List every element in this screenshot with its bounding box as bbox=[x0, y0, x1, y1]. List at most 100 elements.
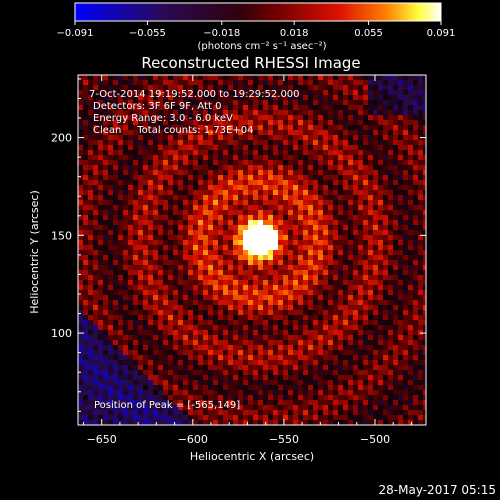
heatmap-cell bbox=[123, 150, 128, 155]
heatmap-cell bbox=[388, 255, 393, 260]
heatmap-cell bbox=[193, 75, 198, 80]
heatmap-cell bbox=[108, 135, 113, 140]
heatmap-cell bbox=[308, 130, 313, 135]
heatmap-cell bbox=[288, 400, 293, 405]
heatmap-cell bbox=[383, 170, 388, 175]
heatmap-cell bbox=[113, 405, 118, 410]
heatmap-cell bbox=[373, 180, 378, 185]
heatmap-cell bbox=[278, 395, 283, 400]
heatmap-cell bbox=[233, 340, 238, 345]
heatmap-cell bbox=[418, 335, 423, 340]
heatmap-cell bbox=[343, 90, 348, 95]
heatmap-cell bbox=[193, 335, 198, 340]
heatmap-cell bbox=[133, 335, 138, 340]
heatmap-cell bbox=[128, 145, 133, 150]
heatmap-cell bbox=[313, 155, 318, 160]
heatmap-cell bbox=[388, 230, 393, 235]
heatmap-cell bbox=[338, 375, 343, 380]
heatmap-cell bbox=[343, 200, 348, 205]
heatmap-cell bbox=[298, 90, 303, 95]
heatmap-cell bbox=[338, 310, 343, 315]
heatmap-cell bbox=[103, 240, 108, 245]
heatmap-cell bbox=[403, 295, 408, 300]
heatmap-cell bbox=[78, 150, 83, 155]
heatmap-cell bbox=[113, 410, 118, 415]
heatmap-cell bbox=[223, 170, 228, 175]
heatmap-cell bbox=[358, 360, 363, 365]
heatmap-cell bbox=[403, 410, 408, 415]
heatmap-cell bbox=[183, 90, 188, 95]
heatmap-cell bbox=[228, 140, 233, 145]
heatmap-cell bbox=[243, 195, 248, 200]
heatmap-cell bbox=[133, 160, 138, 165]
heatmap-cell bbox=[118, 350, 123, 355]
heatmap-cell bbox=[333, 180, 338, 185]
heatmap-cell bbox=[183, 340, 188, 345]
heatmap-cell bbox=[178, 385, 183, 390]
heatmap-cell bbox=[168, 240, 173, 245]
heatmap-cell bbox=[343, 400, 348, 405]
heatmap-cell bbox=[313, 310, 318, 315]
heatmap-cell bbox=[158, 125, 163, 130]
heatmap-cell bbox=[213, 330, 218, 335]
heatmap-cell bbox=[88, 305, 93, 310]
heatmap-cell bbox=[153, 110, 158, 115]
heatmap-cell bbox=[278, 270, 283, 275]
heatmap-cell bbox=[263, 235, 268, 240]
heatmap-cell bbox=[88, 110, 93, 115]
heatmap-cell bbox=[328, 80, 333, 85]
heatmap-cell bbox=[308, 375, 313, 380]
heatmap-cell bbox=[253, 405, 258, 410]
heatmap-cell bbox=[273, 255, 278, 260]
heatmap-cell bbox=[378, 220, 383, 225]
heatmap-cell bbox=[328, 200, 333, 205]
heatmap-cell bbox=[233, 290, 238, 295]
heatmap-cell bbox=[138, 295, 143, 300]
heatmap-cell bbox=[388, 130, 393, 135]
heatmap-cell bbox=[158, 155, 163, 160]
heatmap-cell bbox=[198, 235, 203, 240]
heatmap-cell bbox=[358, 320, 363, 325]
heatmap-cell bbox=[178, 320, 183, 325]
heatmap-cell bbox=[203, 140, 208, 145]
heatmap-cell bbox=[153, 285, 158, 290]
heatmap-cell bbox=[263, 160, 268, 165]
heatmap-cell bbox=[388, 250, 393, 255]
heatmap-cell bbox=[403, 275, 408, 280]
heatmap-cell bbox=[323, 220, 328, 225]
heatmap-cell bbox=[88, 280, 93, 285]
heatmap-cell bbox=[183, 150, 188, 155]
heatmap-cell bbox=[148, 345, 153, 350]
heatmap-cell bbox=[288, 280, 293, 285]
heatmap-cell bbox=[318, 265, 323, 270]
heatmap-cell bbox=[263, 280, 268, 285]
heatmap-cell bbox=[253, 210, 258, 215]
heatmap-cell bbox=[358, 95, 363, 100]
heatmap-cell bbox=[128, 160, 133, 165]
heatmap-cell bbox=[278, 285, 283, 290]
heatmap-cell bbox=[373, 355, 378, 360]
heatmap-cell bbox=[423, 385, 426, 390]
heatmap-cell bbox=[88, 365, 93, 370]
heatmap-cell bbox=[298, 265, 303, 270]
heatmap-cell bbox=[108, 195, 113, 200]
heatmap-cell bbox=[253, 395, 258, 400]
heatmap-cell bbox=[113, 265, 118, 270]
heatmap-cell bbox=[213, 365, 218, 370]
heatmap-cell bbox=[228, 275, 233, 280]
heatmap-cell bbox=[133, 120, 138, 125]
heatmap-cell bbox=[378, 75, 383, 80]
heatmap-cell bbox=[278, 345, 283, 350]
heatmap-cell bbox=[408, 385, 413, 390]
heatmap-cell bbox=[378, 80, 383, 85]
heatmap-cell bbox=[233, 355, 238, 360]
heatmap-cell bbox=[88, 205, 93, 210]
heatmap-cell bbox=[133, 390, 138, 395]
heatmap-cell bbox=[353, 130, 358, 135]
heatmap-cell bbox=[303, 165, 308, 170]
heatmap-cell bbox=[258, 110, 263, 115]
heatmap-cell bbox=[123, 290, 128, 295]
heatmap-cell bbox=[278, 215, 283, 220]
heatmap-cell bbox=[393, 270, 398, 275]
heatmap-cell bbox=[143, 340, 148, 345]
